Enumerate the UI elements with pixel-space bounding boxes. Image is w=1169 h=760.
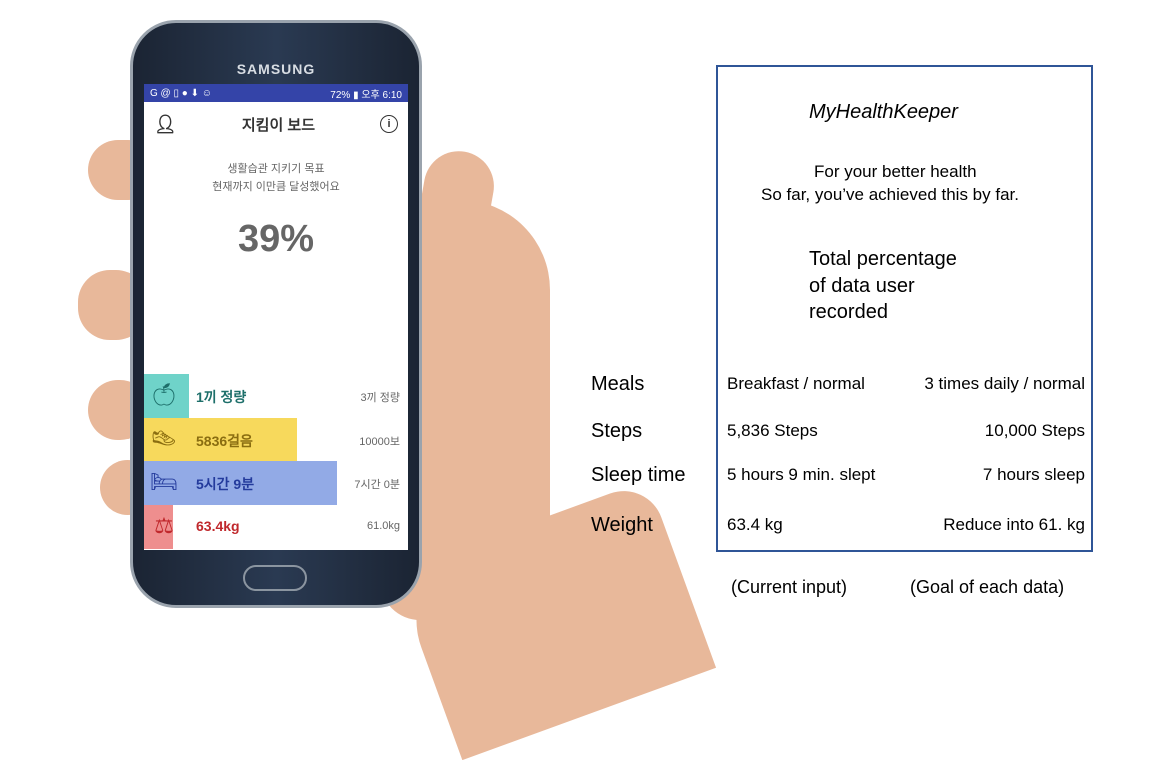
progress-fill — [144, 461, 337, 505]
row-current: Breakfast / normal — [727, 374, 865, 393]
row-label: Meals — [591, 373, 645, 395]
row-goal: 7 hours sleep — [982, 465, 1085, 484]
current-value: 5시간 9분 — [196, 476, 255, 492]
panel-line1: For your better health — [814, 162, 977, 181]
phone-brand: SAMSUNG — [236, 61, 316, 77]
apple-icon: 🍏︎ — [150, 382, 178, 407]
user-icon[interactable]: 👤︎ — [154, 113, 177, 134]
goal-value: 3끼 정량 — [360, 392, 400, 404]
total-line1: Total percentage — [809, 248, 957, 270]
bed-icon: 🛏︎ — [150, 469, 178, 494]
subtitle-line2: 현재까지 이만큼 달성했어요 — [212, 181, 340, 193]
description-panel — [716, 65, 1093, 552]
goal-value: 10000보 — [359, 436, 400, 448]
info-icon[interactable]: i — [380, 115, 398, 133]
status-bar: G @ ▯ ● ⬇ ☺ 72% ▮ 오후 6:10 — [144, 84, 408, 102]
goal-caption: (Goal of each data) — [910, 577, 1065, 597]
current-value: 63.4kg — [196, 518, 240, 534]
row-goal: 3 times daily / normal — [924, 374, 1085, 393]
total-line2: of data user — [809, 275, 915, 297]
progress-fill — [144, 418, 298, 462]
progress-fill — [144, 505, 174, 549]
row-goal: Reduce into 61. kg — [943, 515, 1085, 534]
current-value: 5836걸음 — [196, 433, 253, 449]
achievement-percent: 39% — [237, 218, 315, 260]
metric-row[interactable]: 👟︎ 5836걸음 10000보 — [144, 418, 408, 462]
row-current: 63.4 kg — [727, 515, 783, 534]
metric-row[interactable]: 🛏︎ 5시간 9분 7시간 0분 — [144, 461, 408, 505]
status-notification-icons: G @ ▯ ● ⬇ ☺ — [150, 87, 212, 99]
page-title: 지킴이 보드 — [241, 116, 316, 134]
scale-icon: ⚖︎ — [154, 513, 174, 538]
metric-row[interactable]: 🍏︎ 1끼 정량 3끼 정량 — [144, 374, 408, 418]
row-label: Sleep time — [591, 464, 686, 486]
app-name: MyHealthKeeper — [809, 101, 958, 123]
status-right: 72% ▮ 오후 6:10 — [330, 89, 402, 101]
goal-value: 7시간 0분 — [354, 479, 400, 491]
total-line3: recorded — [809, 301, 888, 323]
row-goal: 10,000 Steps — [984, 421, 1085, 440]
phone-screen: G @ ▯ ● ⬇ ☺ 72% ▮ 오후 6:10 👤︎ 지킴이 보드 i 생활… — [144, 84, 408, 550]
subtitle-line1: 생활습관 지키기 목표 — [227, 163, 325, 175]
goal-value: 61.0kg — [366, 520, 400, 532]
shoe-icon: 👟︎ — [150, 426, 178, 451]
row-label: Weight — [591, 514, 653, 536]
current-value: 1끼 정량 — [196, 389, 247, 405]
current-caption: (Current input) — [731, 577, 848, 597]
row-current: 5,836 Steps — [727, 421, 818, 440]
progress-fill — [144, 374, 189, 418]
metric-row[interactable]: ⚖︎ 63.4kg 61.0kg — [144, 505, 408, 549]
panel-line2: So far, you’ve achieved this by far. — [761, 185, 1019, 204]
row-label: Steps — [591, 420, 643, 442]
row-current: 5 hours 9 min. slept — [727, 465, 876, 484]
home-button[interactable] — [243, 565, 307, 591]
